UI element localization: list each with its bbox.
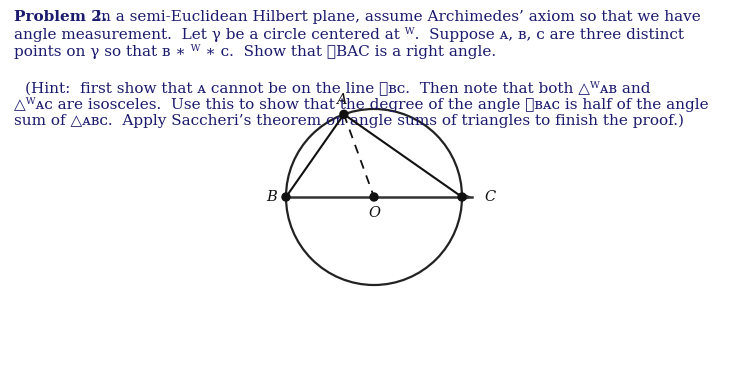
Circle shape — [458, 193, 466, 201]
Text: sum of △ᴀʙᴄ.  Apply Saccheri’s theorem on angle sums of triangles to finish the : sum of △ᴀʙᴄ. Apply Saccheri’s theorem on… — [14, 114, 684, 128]
Circle shape — [370, 193, 378, 201]
Text: (Hint:  first show that ᴀ cannot be on the line ⃗ʙᴄ.  Then note that both △ᵂᴀʙ a: (Hint: first show that ᴀ cannot be on th… — [25, 80, 651, 95]
Text: points on γ so that ʙ ∗ ᵂ ∗ ᴄ.  Show that ⊿BAC is a right angle.: points on γ so that ʙ ∗ ᵂ ∗ ᴄ. Show that… — [14, 44, 496, 59]
Text: C: C — [484, 190, 495, 204]
Text: angle measurement.  Let γ be a circle centered at ᵂ.  Suppose ᴀ, ʙ, ᴄ are three : angle measurement. Let γ be a circle cen… — [14, 27, 684, 42]
Circle shape — [282, 193, 290, 201]
Text: In a semi-Euclidean Hilbert plane, assume Archimedes’ axiom so that we have: In a semi-Euclidean Hilbert plane, assum… — [95, 10, 701, 24]
Text: B: B — [266, 190, 277, 204]
Text: △ᵂᴀᴄ are isosceles.  Use this to show that the degree of the angle ⊿ʙᴀᴄ is half : △ᵂᴀᴄ are isosceles. Use this to show tha… — [14, 97, 708, 112]
Circle shape — [340, 110, 348, 118]
Text: O: O — [368, 206, 380, 220]
Text: A: A — [337, 93, 347, 107]
Text: Problem 2.: Problem 2. — [14, 10, 107, 24]
